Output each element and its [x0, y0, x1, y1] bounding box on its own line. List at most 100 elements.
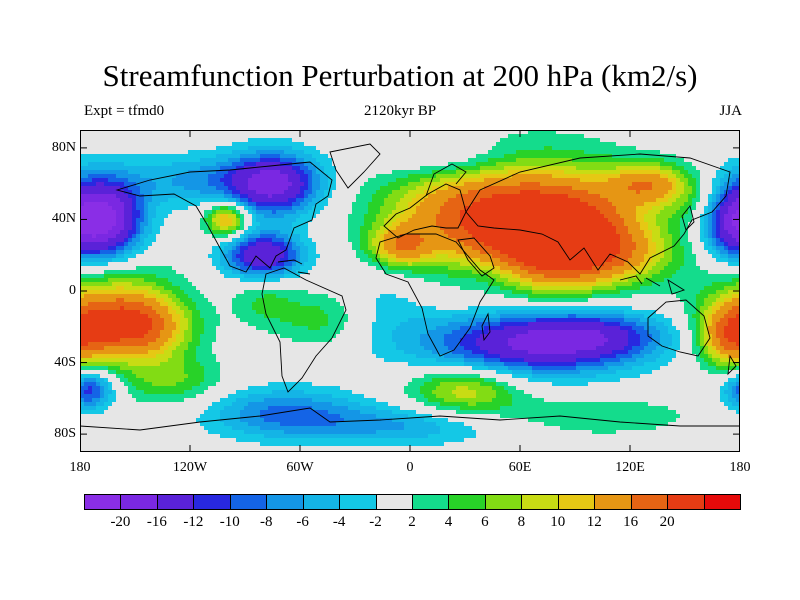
field-cell: [632, 346, 645, 351]
field-cell: [652, 258, 661, 263]
field-cell: [164, 326, 177, 331]
field-cell: [720, 166, 733, 171]
field-cell: [632, 294, 677, 299]
field-cell: [716, 230, 721, 235]
field-cell: [284, 262, 293, 267]
field-cell: [108, 366, 121, 371]
field-cell: [720, 338, 729, 343]
field-cell: [216, 326, 257, 331]
lon-tick-label: 180: [729, 460, 751, 475]
field-cell: [148, 214, 157, 219]
field-cell: [376, 302, 417, 307]
field-cell: [240, 414, 261, 419]
colorbar-label: 12: [586, 514, 602, 530]
field-cell: [360, 186, 381, 191]
field-cell: [440, 430, 477, 435]
field-cell: [704, 286, 725, 291]
field-cell: [496, 390, 509, 395]
field-cell: [140, 210, 145, 215]
field-cell: [284, 254, 289, 259]
field-cell: [432, 186, 449, 191]
field-cell: [700, 306, 709, 311]
field-cell: [476, 162, 497, 167]
field-cell: [408, 190, 425, 195]
field-cell: [204, 326, 217, 331]
field-cell: [128, 242, 137, 247]
field-cell: [644, 362, 669, 367]
field-cell: [712, 282, 737, 287]
field-cell: [264, 294, 277, 299]
field-cell: [144, 214, 149, 219]
field-cell: [680, 238, 689, 243]
field-cell: [672, 214, 685, 219]
field-cell: [448, 234, 473, 239]
field-cell: [612, 266, 633, 271]
field-cell: [572, 158, 665, 163]
field-cell: [648, 242, 657, 247]
field-cell: [120, 306, 125, 311]
field-cell: [152, 194, 225, 199]
field-cell: [384, 234, 401, 239]
field-cell: [244, 202, 249, 207]
field-cell: [192, 298, 209, 303]
field-cell: [172, 306, 181, 311]
field-cell: [660, 270, 677, 275]
field-cell: [500, 406, 669, 411]
field-cell: [260, 158, 281, 163]
field-cell: [464, 422, 545, 427]
field-cell: [168, 214, 205, 219]
field-cell: [160, 346, 169, 351]
field-cell: [128, 186, 141, 191]
field-cell: [504, 282, 521, 287]
field-cell: [80, 430, 209, 435]
field-cell: [280, 334, 337, 339]
field-cell: [200, 338, 217, 343]
field-cell: [712, 346, 717, 351]
field-cell: [712, 222, 717, 227]
field-cell: [352, 202, 369, 207]
field-cell: [80, 370, 109, 375]
field-cell: [632, 306, 685, 311]
field-cell: [700, 230, 705, 235]
field-cell: [420, 334, 445, 339]
field-cell: [700, 182, 713, 187]
field-cell: [648, 210, 661, 215]
field-cell: [132, 206, 137, 211]
field-cell: [728, 158, 740, 163]
field-cell: [676, 182, 685, 187]
field-cell: [124, 374, 137, 379]
field-cell: [728, 186, 733, 191]
field-cell: [496, 278, 509, 283]
field-cell: [92, 178, 109, 183]
field-cell: [404, 274, 449, 279]
field-cell: [220, 366, 473, 371]
field-cell: [328, 182, 337, 187]
field-cell: [696, 294, 709, 299]
field-cell: [208, 226, 213, 231]
field-cell: [360, 242, 369, 247]
field-cell: [396, 202, 409, 207]
field-cell: [140, 230, 145, 235]
field-cell: [436, 218, 461, 223]
field-cell: [588, 382, 725, 387]
field-cell: [360, 258, 373, 263]
field-cell: [208, 386, 249, 391]
field-cell: [408, 394, 425, 399]
field-cell: [300, 266, 313, 271]
field-cell: [200, 290, 245, 295]
field-cell: [624, 218, 637, 223]
field-cell: [188, 206, 213, 211]
field-cell: [212, 346, 373, 351]
field-cell: [496, 310, 625, 315]
field-cell: [376, 298, 409, 303]
field-cell: [220, 374, 425, 379]
field-cell: [476, 342, 509, 347]
field-cell: [724, 298, 733, 303]
field-cell: [376, 430, 441, 435]
field-cell: [652, 206, 665, 211]
field-cell: [152, 178, 173, 183]
field-cell: [688, 178, 697, 183]
field-cell: [356, 194, 373, 199]
field-cell: [308, 194, 317, 199]
field-cell: [500, 258, 517, 263]
